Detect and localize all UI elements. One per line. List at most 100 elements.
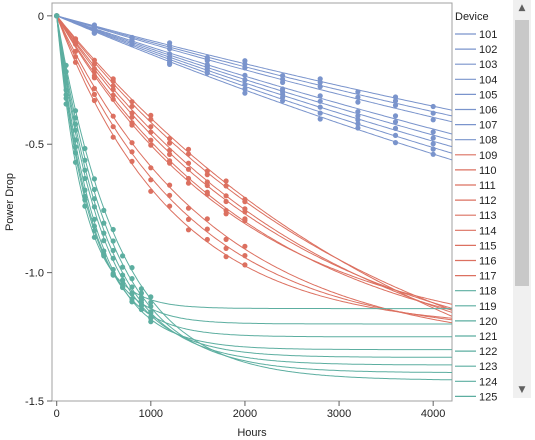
data-point [129,284,135,290]
data-point [110,124,116,130]
data-point [82,197,88,203]
fitted-curve-114 [56,15,452,309]
legend-item-102[interactable]: 102 [455,44,497,56]
legend-item-111[interactable]: 111 [455,180,496,192]
data-point [129,149,135,155]
legend-item-120[interactable]: 120 [455,316,497,328]
legend-item-122[interactable]: 122 [455,346,497,358]
data-point [185,216,192,222]
data-point [129,298,135,305]
legend-item-107[interactable]: 107 [455,120,497,132]
data-point [185,205,192,211]
data-point [392,140,399,146]
data-point [392,119,399,125]
data-point [280,79,286,85]
legend-item-114[interactable]: 114 [455,225,497,237]
legend-item-125[interactable]: 125 [455,391,497,403]
data-point [392,113,399,119]
legend-label: 101 [479,29,497,41]
data-point [120,264,126,270]
legend-item-105[interactable]: 105 [455,89,497,101]
legend-item-110[interactable]: 110 [455,165,497,177]
legend-item-123[interactable]: 123 [455,361,497,373]
data-point [148,310,154,316]
y-axis: 0 -0.5 -1.0 -1.5 [25,11,52,408]
legend-item-101[interactable]: 101 [455,29,497,41]
legend-item-118[interactable]: 118 [455,286,497,298]
data-point [223,178,229,184]
legend-items: 101 102 103 104 105 106 107 108 109 110 111 112 113 1… [455,29,497,403]
data-point [185,160,192,166]
legend-item-113[interactable]: 113 [455,210,497,222]
data-point [129,110,135,116]
data-point [110,255,116,261]
fitted-curves [56,15,452,381]
data-point [148,116,154,122]
data-point [129,114,135,120]
data-point [91,228,97,234]
data-point [242,65,248,71]
fitted-curve-116 [56,15,452,311]
data-point [82,187,88,193]
legend-label: 107 [479,120,497,132]
scroll-down-arrow-icon[interactable]: ▼ [518,385,526,395]
data-point [204,236,210,243]
data-point [72,36,79,42]
data-point [185,146,192,152]
data-point [101,230,107,236]
legend-item-112[interactable]: 112 [455,195,497,207]
legend-item-104[interactable]: 104 [455,74,497,86]
data-point [167,192,173,198]
data-point [430,151,436,157]
data-point [148,129,154,135]
data-point [129,265,135,271]
data-point [72,144,79,150]
data-point [91,30,97,36]
data-point [392,94,399,100]
scroll-thumb[interactable] [515,20,529,286]
data-point [101,248,107,254]
legend-item-117[interactable]: 117 [455,271,497,283]
data-point [167,182,173,188]
data-point [110,92,116,98]
legend-item-119[interactable]: 119 [455,301,497,313]
data-point [129,276,135,282]
data-point [91,91,97,97]
data-points [54,13,436,325]
scroll-up-arrow-icon[interactable]: ▲ [518,3,526,13]
fitted-curve-101 [56,15,452,111]
data-point [242,72,248,78]
legend-item-124[interactable]: 124 [455,376,497,388]
data-point [185,166,192,172]
data-point [91,234,97,240]
data-point [91,223,97,229]
data-point [355,125,361,131]
legend-label: 120 [479,316,497,328]
data-point [110,270,116,277]
data-point [430,129,436,135]
legend-item-109[interactable]: 109 [455,150,497,162]
data-point [317,93,323,99]
data-point [167,61,173,67]
data-point [317,116,323,122]
data-point [110,266,116,273]
legend-item-116[interactable]: 116 [455,256,497,268]
legend-item-121[interactable]: 121 [455,331,497,343]
legend-item-108[interactable]: 108 [455,135,497,147]
data-point [129,140,135,146]
data-point [223,245,229,251]
data-point [82,193,88,199]
data-point [91,66,97,72]
data-point [204,216,210,222]
data-point [430,110,436,116]
legend-item-106[interactable]: 106 [455,105,497,117]
data-point [129,42,135,48]
legend-label: 112 [479,195,497,207]
plot-area [51,2,453,402]
data-point [223,193,229,199]
legend-scrollbar[interactable]: ▲ ▼ [513,0,531,398]
legend-item-103[interactable]: 103 [455,59,497,71]
data-point [72,48,79,55]
legend-item-115[interactable]: 115 [455,240,497,252]
